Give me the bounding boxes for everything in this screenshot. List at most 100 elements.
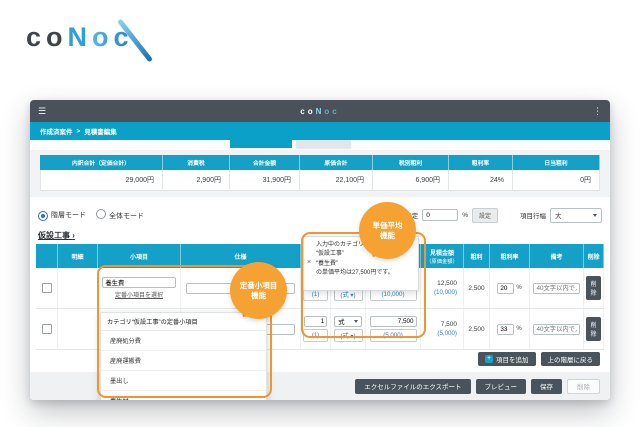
titlebar: ☰ coNoc ⋮ bbox=[30, 100, 610, 122]
summary-value: 22,100円 bbox=[300, 170, 373, 191]
pick-standard-item-link[interactable]: 定番小項目を選択 bbox=[114, 293, 163, 299]
radio-overall-mode[interactable]: 全体モード bbox=[96, 209, 144, 221]
col-header-note: 備考 bbox=[530, 244, 584, 268]
dropdown-item[interactable]: 墨出し bbox=[101, 371, 266, 391]
breadcrumb-item-estimate-edit: 見積書編集 bbox=[84, 129, 117, 136]
radio-hierarchy-mode[interactable]: 階層モード bbox=[38, 210, 86, 221]
item-input[interactable] bbox=[102, 277, 176, 288]
chevron-down-icon bbox=[593, 213, 597, 217]
cell-detail bbox=[58, 309, 98, 349]
qty-cost-box[interactable]: (1) bbox=[303, 329, 328, 342]
excel-export-button[interactable]: エクセルファイルのエクスポート bbox=[355, 378, 471, 394]
summary-value: 29,000円 bbox=[40, 170, 163, 191]
amount-value: 12,500 bbox=[437, 280, 457, 287]
cell-delete: 削除 bbox=[584, 309, 604, 349]
radio-label: 全体モード bbox=[109, 213, 144, 220]
col-header-item: 小項目 bbox=[98, 244, 181, 268]
preview-button[interactable]: プレビュー bbox=[475, 378, 526, 394]
row-checkbox[interactable] bbox=[41, 283, 52, 293]
cell-note bbox=[530, 309, 584, 349]
menu-icon[interactable]: ☰ bbox=[38, 105, 47, 116]
dropdown-title: カテゴリ“仮設工事”の定番小項目 bbox=[101, 313, 266, 331]
close-icon[interactable]: × bbox=[307, 259, 312, 266]
price-average-feature-callout: 単価平均 機能 bbox=[359, 202, 416, 259]
radio-label: 階層モード bbox=[51, 211, 86, 219]
summary-value: 2,900円 bbox=[163, 170, 230, 191]
amount-cost-value: (5,000) bbox=[437, 330, 457, 337]
save-button[interactable]: 保存 bbox=[531, 378, 562, 394]
cell-amount: 7,500 (5,000) bbox=[421, 309, 464, 349]
table-actions: + 項目を追加 上の階層に戻る bbox=[478, 352, 600, 366]
dropdown-item[interactable]: 養生材 bbox=[101, 391, 266, 400]
radio-selected-icon[interactable] bbox=[38, 210, 48, 221]
cell-profit: 2,500 bbox=[464, 309, 490, 349]
unit-cost-box[interactable]: (式 ▾) bbox=[333, 329, 363, 342]
add-item-button[interactable]: + 項目を追加 bbox=[478, 352, 536, 366]
rate-input[interactable] bbox=[497, 282, 515, 294]
tooltip-line: “仮設工事” bbox=[316, 251, 344, 258]
callout-text: 定番小項目 bbox=[239, 280, 278, 290]
callout-text: 機能 bbox=[251, 290, 266, 300]
percent-label: % bbox=[516, 326, 522, 332]
row-checkbox[interactable] bbox=[41, 324, 52, 334]
back-to-upper-level-button[interactable]: 上の階層に戻る bbox=[540, 352, 600, 366]
summary-header: 日当粗利 bbox=[513, 155, 600, 170]
percent-label: % bbox=[462, 211, 468, 219]
price-cost-box[interactable]: (5,000) bbox=[369, 329, 417, 342]
plus-icon: + bbox=[485, 355, 493, 363]
brand-part: N bbox=[315, 106, 325, 116]
qty-input[interactable] bbox=[303, 316, 328, 327]
tooltip-line: の単価平均は27,500円です。 bbox=[316, 269, 394, 276]
chevron-right-icon: › bbox=[72, 231, 75, 240]
rate-input[interactable] bbox=[497, 323, 515, 335]
col-header-rate: 粗利率 bbox=[490, 244, 530, 268]
delete-button[interactable]: 削除 bbox=[567, 378, 600, 394]
uniform-margin-input[interactable] bbox=[422, 209, 459, 221]
cell-qty: (1) bbox=[301, 309, 331, 349]
cell-checkbox bbox=[36, 268, 58, 308]
cell-profit: 2,500 bbox=[464, 268, 490, 308]
partial-tab-inactive[interactable] bbox=[296, 140, 351, 148]
tooltip-line: “養生費” bbox=[316, 260, 338, 267]
note-input[interactable] bbox=[533, 323, 580, 335]
dropdown-item[interactable]: 産廃処分費 bbox=[101, 331, 266, 351]
radio-unselected-icon[interactable] bbox=[96, 209, 106, 219]
profit-value: 2,500 bbox=[468, 284, 485, 292]
col-header-checkbox bbox=[36, 244, 58, 268]
app-window: ☰ coNoc ⋮ 作成済案件 > 見積書編集 内訳合計（定価合計） 消費税 合… bbox=[30, 100, 610, 400]
summary-header: 消費税 bbox=[163, 155, 230, 170]
cell-price: (5,000) bbox=[366, 309, 421, 349]
kebab-icon[interactable]: ⋮ bbox=[593, 105, 602, 116]
cell-amount: 12,500 (10,000) bbox=[421, 268, 464, 308]
price-input[interactable] bbox=[369, 316, 417, 327]
cell-detail bbox=[58, 268, 98, 308]
summary-totals: 内訳合計（定価合計） 消費税 合計金額 原価合計 税別粗利 粗利率 日当粗利 2… bbox=[30, 150, 610, 197]
breadcrumb-item-projects[interactable]: 作成済案件 bbox=[40, 129, 73, 136]
delete-row-button[interactable]: 削除 bbox=[586, 317, 601, 341]
dropdown-item[interactable]: 産廃運搬費 bbox=[101, 351, 266, 371]
amount-value: 7,500 bbox=[440, 321, 457, 328]
breadcrumb: 作成済案件 > 見積書編集 bbox=[30, 122, 610, 140]
brand-part: co bbox=[300, 106, 316, 116]
callout-text: 単価平均 bbox=[372, 220, 403, 230]
cell-rate: % bbox=[490, 268, 530, 308]
category-link[interactable]: 仮設工事 › bbox=[38, 230, 75, 241]
cell-item: 定番小項目を選択 bbox=[98, 268, 181, 308]
col-header-delete: 削除 bbox=[584, 244, 604, 268]
mode-radios: 階層モード 全体モード bbox=[38, 209, 144, 221]
back-label: 上の階層に戻る bbox=[547, 357, 594, 364]
standard-item-feature-callout: 定番小項目 機能 bbox=[230, 262, 287, 319]
partial-tab-active[interactable] bbox=[230, 140, 292, 148]
callout-text: 機能 bbox=[380, 230, 395, 240]
chevron-down-icon bbox=[353, 320, 358, 323]
row-width-select[interactable]: 大 bbox=[550, 207, 602, 223]
delete-row-button[interactable]: 削除 bbox=[586, 276, 601, 300]
brand-part: oc bbox=[324, 106, 340, 116]
unit-select[interactable]: 式 bbox=[334, 316, 362, 327]
note-input[interactable] bbox=[533, 282, 580, 294]
tooltip-line: 入力中のカテゴリ bbox=[316, 242, 365, 248]
set-button[interactable]: 設定 bbox=[471, 207, 498, 223]
add-item-label: 項目を追加 bbox=[496, 357, 529, 364]
conoc-logo: coNoc bbox=[26, 18, 153, 63]
cell-unit: 式 (式 ▾) bbox=[331, 309, 366, 349]
